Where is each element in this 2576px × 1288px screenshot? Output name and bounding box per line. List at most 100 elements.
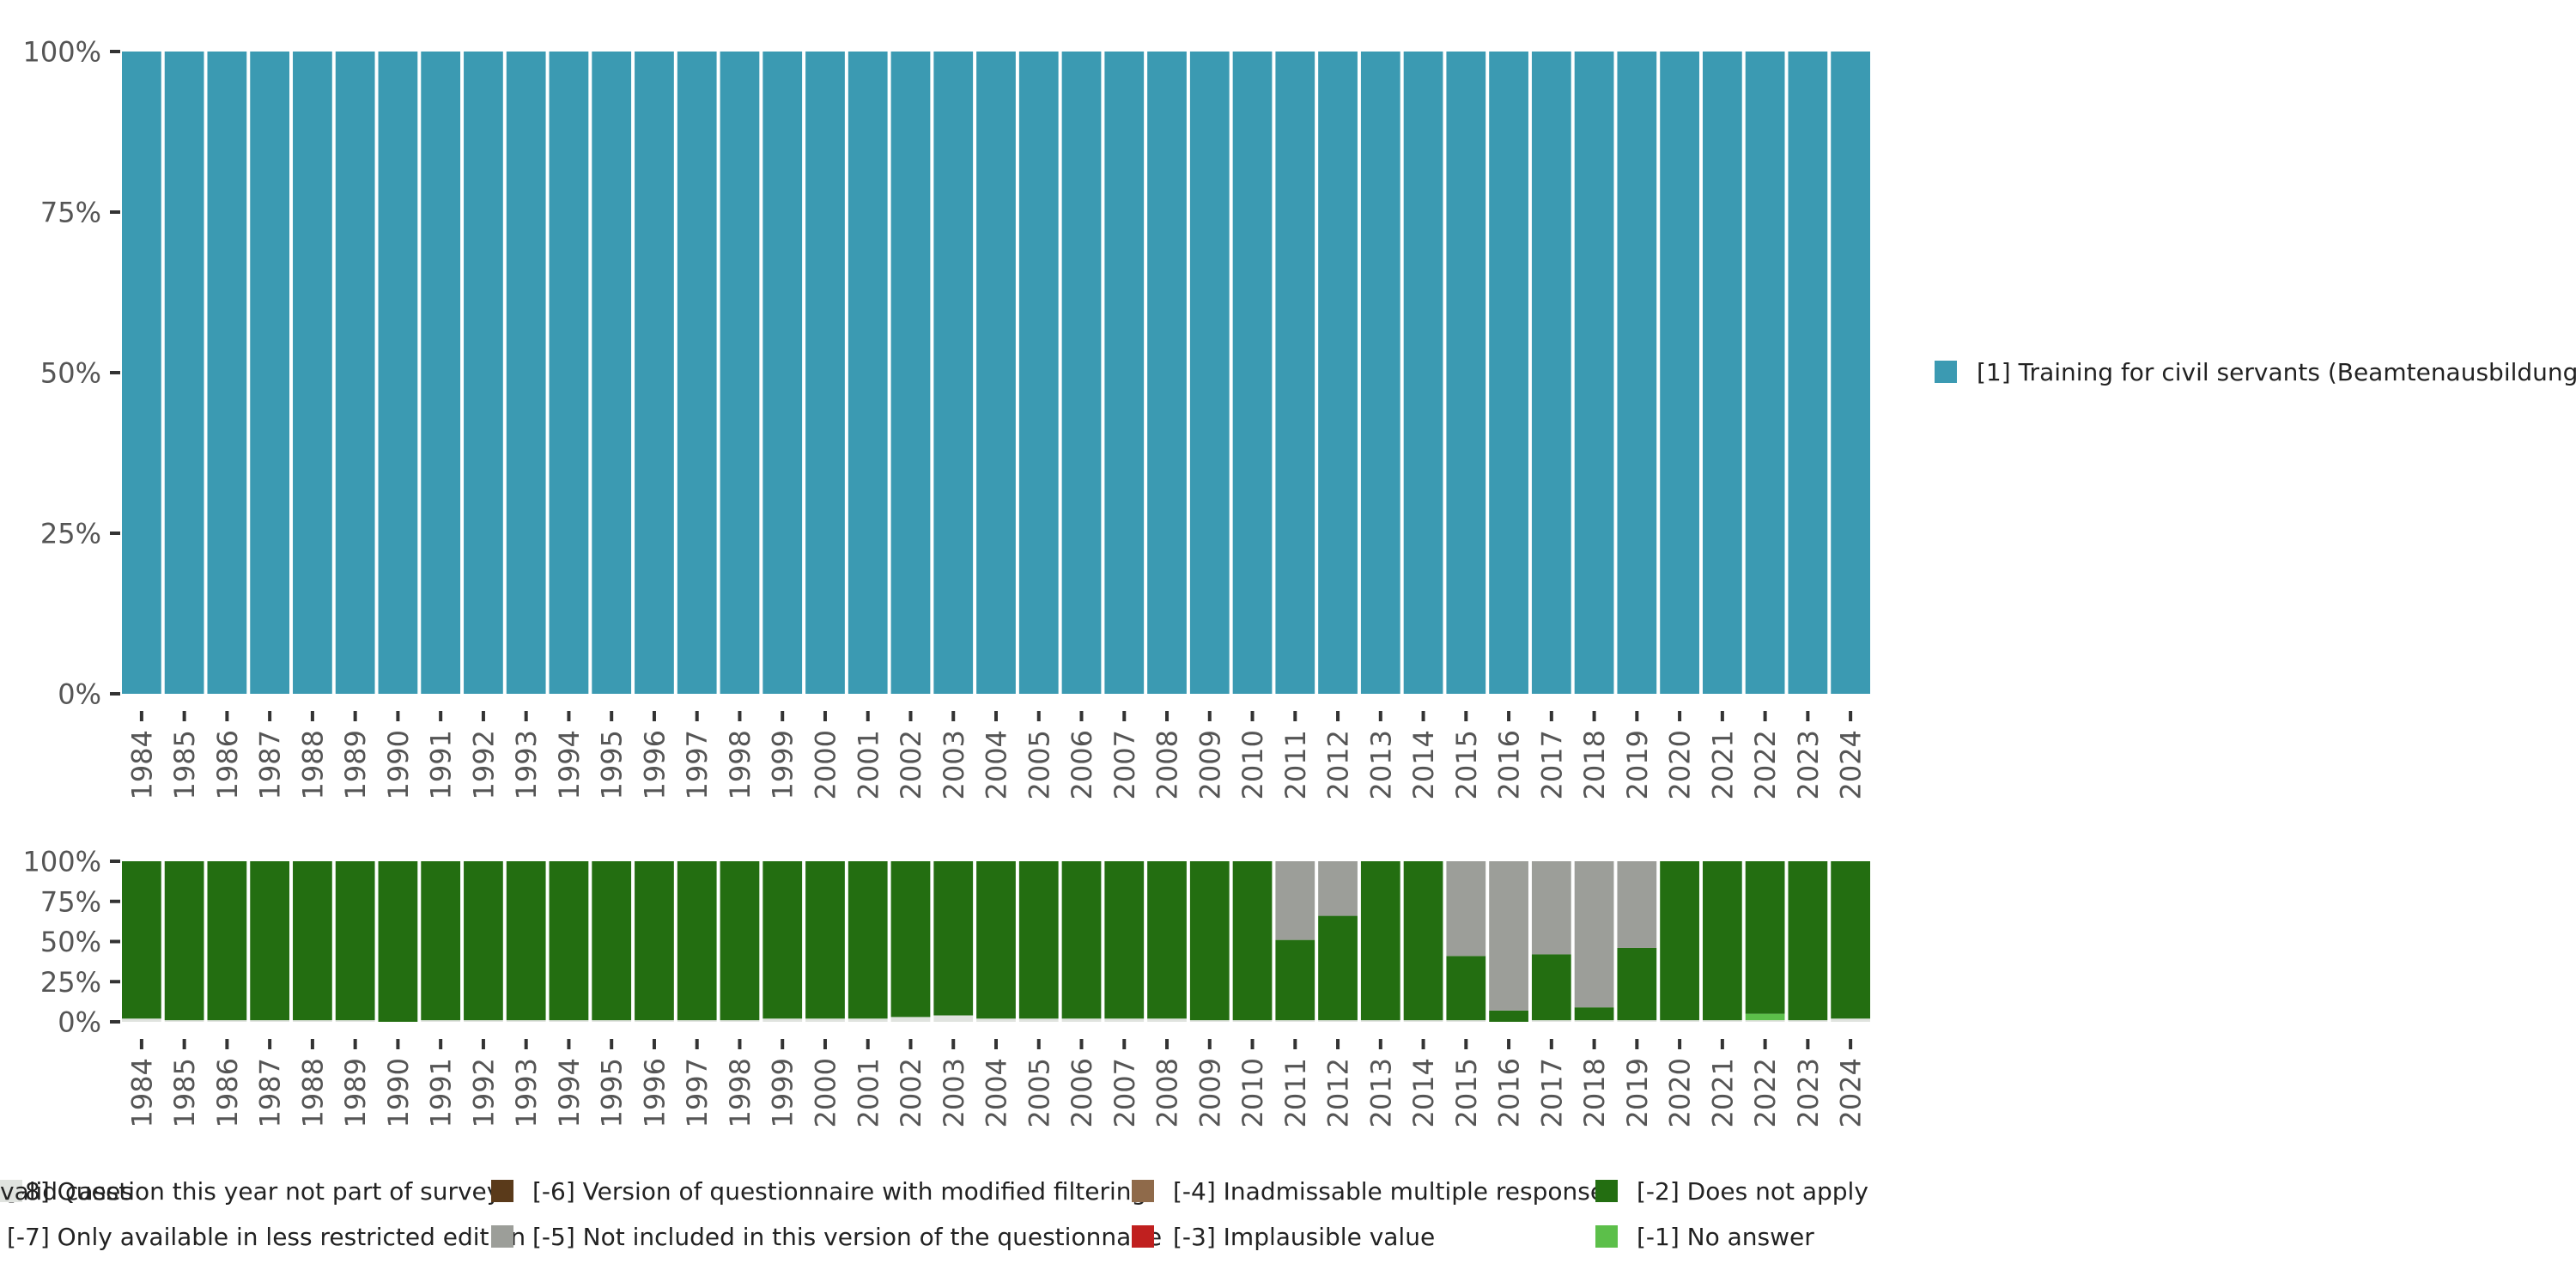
top-x-tick-label: 1990	[382, 730, 415, 799]
bottom-bar-1999-valid-cases	[762, 1018, 803, 1022]
top-x-tick-label: 2019	[1621, 730, 1654, 799]
top-bar-2018--1-training-for-civil-servants-beamtenausbildung-	[1574, 52, 1614, 694]
bottom-bar-2009-valid-cases	[1189, 1020, 1230, 1022]
bottom-bar-2004-valid-cases	[976, 1018, 1016, 1022]
top-x-tick-label: 2003	[938, 730, 970, 799]
bottom-x-tick-label: 1991	[425, 1058, 458, 1127]
bottom-y-tick-label: 75%	[40, 885, 101, 918]
legend-swatch	[1595, 1225, 1618, 1248]
top-bar-2009--1-training-for-civil-servants-beamtenausbildung-	[1189, 52, 1230, 694]
top-x-tick-label: 2002	[895, 730, 927, 799]
legend-swatch	[1132, 1225, 1154, 1248]
bottom-bar-2001-valid-cases	[848, 1018, 888, 1022]
top-bar-2012--1-training-for-civil-servants-beamtenausbildung-	[1318, 52, 1358, 694]
top-bar-2022--1-training-for-civil-servants-beamtenausbildung-	[1745, 52, 1785, 694]
bottom-x-tick-label: 2022	[1749, 1058, 1782, 1127]
bottom-bar-2020-valid-cases	[1660, 1020, 1699, 1022]
top-x-tick-label: 1999	[767, 730, 799, 799]
bottom-bar-2018-valid-cases	[1574, 1020, 1614, 1022]
bottom-bar-2024-valid-cases	[1831, 1018, 1870, 1022]
top-x-tick-label: 1992	[467, 730, 500, 799]
bottom-bar-2014-valid-cases	[1403, 1020, 1443, 1022]
top-bar-1998--1-training-for-civil-servants-beamtenausbildung-	[720, 52, 760, 694]
bottom-bar-2005--2-does-not-apply	[1018, 861, 1059, 1019]
top-x-tick-label: 1989	[339, 730, 372, 799]
top-bar-1986--1-training-for-civil-servants-beamtenausbildung-	[207, 52, 247, 694]
top-bar-2021--1-training-for-civil-servants-beamtenausbildung-	[1702, 52, 1742, 694]
legend-label: valid cases	[0, 1177, 133, 1206]
bottom-x-tick-label: 2024	[1835, 1058, 1868, 1127]
bottom-bar-2003-valid-cases	[933, 1015, 974, 1022]
bottom-bar-1997-valid-cases	[677, 1020, 717, 1022]
bottom-x-tick-label: 2015	[1450, 1058, 1483, 1127]
bottom-bar-2019--5-not-included-in-this-version-of-the-questionnaire	[1617, 861, 1657, 948]
top-bar-1993--1-training-for-civil-servants-beamtenausbildung-	[506, 52, 546, 694]
top-bar-2023--1-training-for-civil-servants-beamtenausbildung-	[1788, 52, 1828, 694]
bottom-x-tick-label: 1997	[681, 1058, 714, 1127]
top-bar-2016--1-training-for-civil-servants-beamtenausbildung-	[1489, 52, 1528, 694]
bottom-x-tick-label: 1988	[296, 1058, 329, 1127]
bottom-bar-2005-valid-cases	[1018, 1018, 1059, 1022]
bottom-bar-2013--2-does-not-apply	[1360, 861, 1400, 1021]
bottom-bar-1989-valid-cases	[335, 1020, 375, 1022]
bottom-bar-2019--2-does-not-apply	[1617, 947, 1657, 1021]
bottom-bar-2015--2-does-not-apply	[1446, 956, 1486, 1021]
bottom-x-tick-label: 2014	[1407, 1058, 1440, 1127]
bottom-x-tick-label: 1994	[553, 1058, 586, 1127]
bottom-bar-1987--2-does-not-apply	[250, 861, 290, 1021]
top-bar-1996--1-training-for-civil-servants-beamtenausbildung-	[635, 52, 674, 694]
top-x-tick-label: 1998	[724, 730, 756, 799]
top-x-tick-label: 2013	[1364, 730, 1397, 799]
top-bar-1985--1-training-for-civil-servants-beamtenausbildung-	[164, 52, 204, 694]
top-bar-1995--1-training-for-civil-servants-beamtenausbildung-	[592, 52, 632, 694]
top-x-tick-label: 2020	[1664, 730, 1697, 799]
top-bar-1987--1-training-for-civil-servants-beamtenausbildung-	[250, 52, 290, 694]
bottom-x-tick-label: 1986	[211, 1058, 244, 1127]
bottom-bar-2007--2-does-not-apply	[1104, 861, 1145, 1019]
bottom-bar-2002-valid-cases	[890, 1017, 931, 1022]
bottom-bar-1998--2-does-not-apply	[720, 861, 760, 1021]
top-bar-1991--1-training-for-civil-servants-beamtenausbildung-	[421, 52, 461, 694]
bottom-bar-2022--1-no-answer	[1745, 1013, 1785, 1021]
top-chart: 0% 25% 50% 75% 100% 1984 1985 1986 1987 1988 1989 1…	[23, 36, 1870, 799]
top-x-tick-label: 2022	[1749, 730, 1782, 799]
bottom-bar-1994--2-does-not-apply	[549, 861, 589, 1021]
legend-swatch	[491, 1180, 513, 1202]
top-x-tick-label: 2016	[1493, 730, 1526, 799]
bottom-bar-1988-valid-cases	[293, 1020, 332, 1022]
top-bar-2013--1-training-for-civil-servants-beamtenausbildung-	[1360, 52, 1400, 694]
bottom-legend: [-8] Question this year not part of surv…	[0, 1177, 1868, 1251]
legend-label: [-6] Version of questionnaire with modif…	[532, 1177, 1146, 1206]
bottom-bar-2008--2-does-not-apply	[1147, 861, 1187, 1019]
bottom-x-tick-label: 2021	[1706, 1058, 1739, 1127]
top-bar-2002--1-training-for-civil-servants-beamtenausbildung-	[890, 52, 931, 694]
bottom-bar-1992-valid-cases	[464, 1020, 503, 1022]
top-legend: [1] Training for civil servants (Beamten…	[1935, 358, 2576, 386]
top-x-tick-label: 2014	[1407, 730, 1440, 799]
bottom-y-tick-label: 50%	[40, 926, 101, 958]
bottom-bar-1988--2-does-not-apply	[293, 861, 332, 1021]
bottom-bar-2002--2-does-not-apply	[890, 861, 931, 1018]
top-x-tick-label: 2009	[1194, 730, 1226, 799]
top-bar-2014--1-training-for-civil-servants-beamtenausbildung-	[1403, 52, 1443, 694]
bottom-bar-2023-valid-cases	[1788, 1020, 1828, 1022]
top-bar-1990--1-training-for-civil-servants-beamtenausbildung-	[378, 52, 418, 694]
top-x-tick-label: 1993	[510, 730, 543, 799]
bottom-bar-1986-valid-cases	[207, 1020, 247, 1022]
bottom-bar-2015-valid-cases	[1446, 1020, 1486, 1022]
bottom-bar-2008-valid-cases	[1147, 1018, 1187, 1022]
bottom-x-tick-label: 2019	[1621, 1058, 1654, 1127]
top-x-tick-label: 2010	[1236, 730, 1269, 799]
bottom-bar-2021-valid-cases	[1702, 1020, 1742, 1022]
bottom-bar-2011--2-does-not-apply	[1275, 939, 1315, 1021]
top-x-tick-label: 2021	[1706, 730, 1739, 799]
top-bar-2008--1-training-for-civil-servants-beamtenausbildung-	[1147, 52, 1187, 694]
bottom-bar-2019-valid-cases	[1617, 1020, 1657, 1022]
bottom-bar-2023--2-does-not-apply	[1788, 861, 1828, 1021]
legend-label: [-4] Inadmissable multiple response	[1173, 1177, 1605, 1206]
top-x-tick-label: 2000	[809, 730, 841, 799]
top-bar-2024--1-training-for-civil-servants-beamtenausbildung-	[1831, 52, 1870, 694]
bottom-x-tick-label: 2004	[981, 1058, 1013, 1127]
legend-swatch	[1132, 1180, 1154, 1202]
bottom-bar-2017-valid-cases	[1531, 1020, 1571, 1022]
